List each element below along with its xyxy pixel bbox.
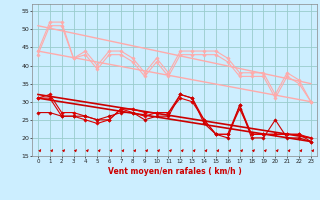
X-axis label: Vent moyen/en rafales ( km/h ): Vent moyen/en rafales ( km/h ) [108,167,241,176]
